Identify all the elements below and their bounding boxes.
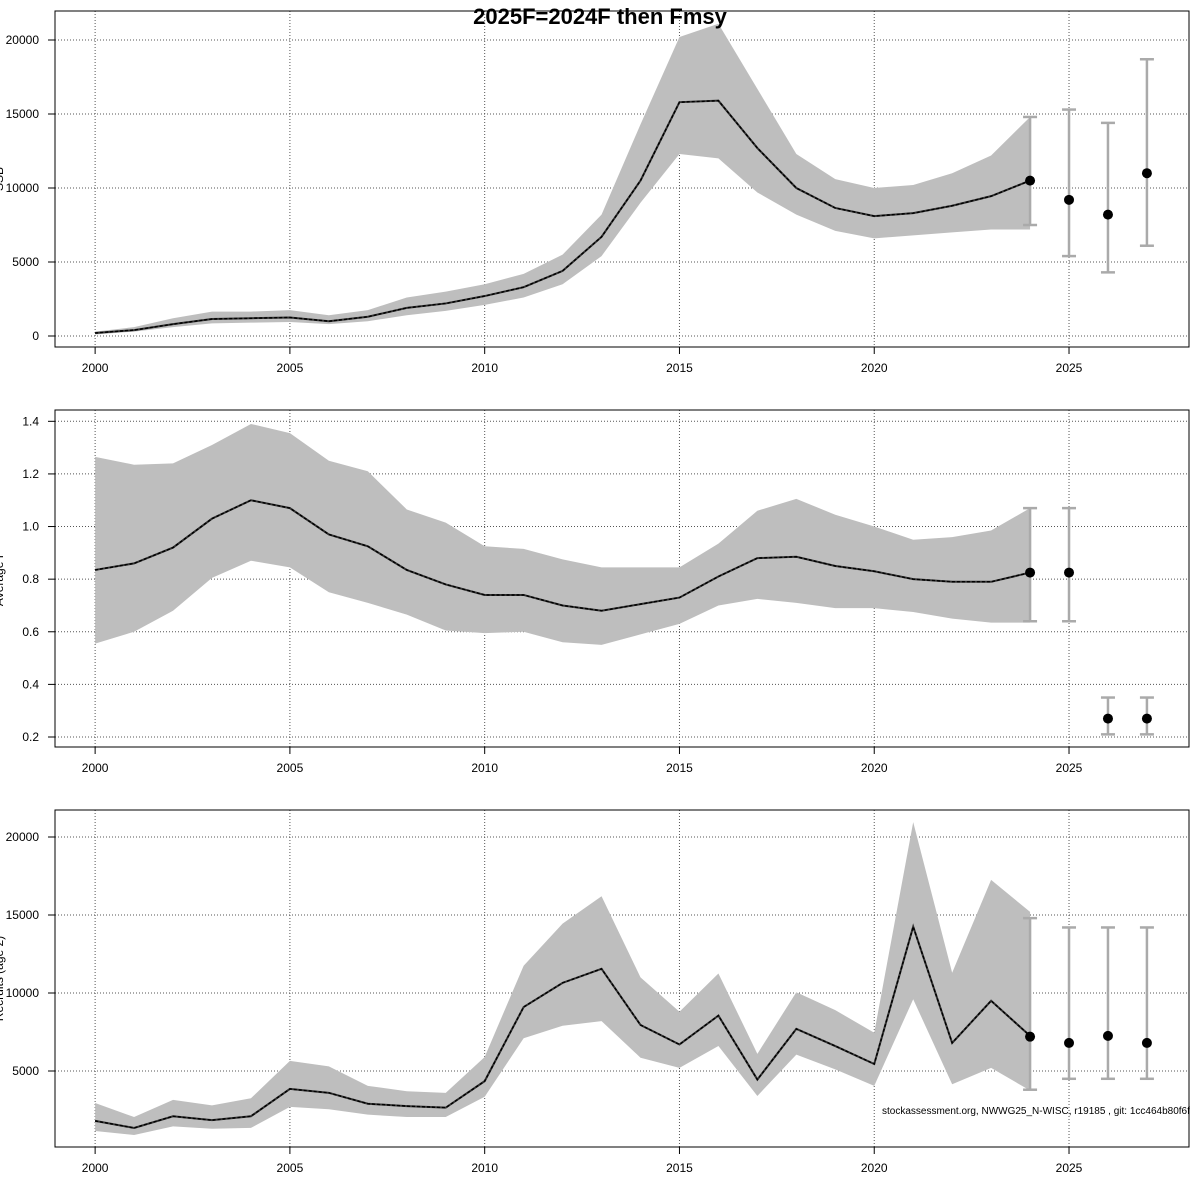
y-axis-label: Average F xyxy=(0,551,6,606)
chart-title: 2025F=2024F then Fmsy xyxy=(473,4,728,29)
x-tick-label: 2015 xyxy=(666,361,693,375)
confidence-band xyxy=(95,23,1031,335)
y-tick-label: 15000 xyxy=(6,908,40,922)
plot-frame xyxy=(54,409,1190,748)
y-tick-label: 5000 xyxy=(12,255,39,269)
y-tick-label: 1.0 xyxy=(22,520,39,534)
forecast-point xyxy=(1025,1031,1036,1042)
x-tick-label: 2025 xyxy=(1056,761,1083,775)
y-tick-label: 10000 xyxy=(6,181,40,195)
forecast-point xyxy=(1064,194,1075,205)
forecast-point xyxy=(1064,1037,1075,1048)
y-tick-label: 5000 xyxy=(12,1064,39,1078)
x-tick-label: 2010 xyxy=(471,361,498,375)
x-axis-label: Year xyxy=(665,398,689,412)
panel-recruitment: 2000 2005 2010 2015 2020 2025 5000 10000 15000 20… xyxy=(0,809,1190,1200)
y-tick-label: 0.2 xyxy=(22,730,39,744)
y-tick-label: 15000 xyxy=(6,107,40,121)
forecast-point xyxy=(1141,1037,1152,1048)
forecast-point xyxy=(1102,209,1113,220)
panel-ssb: 2000 2005 2010 2015 2020 2025 0 5000 10000 15000 2… xyxy=(0,10,1190,412)
y-tick-label: 0.4 xyxy=(22,677,39,691)
x-tick-label: 2005 xyxy=(277,361,304,375)
forecast-point xyxy=(1102,1030,1113,1041)
panel-fbar: 2000 2005 2010 2015 2020 2025 0.2 0.4 0.6 0.8 1.0 1… xyxy=(0,409,1190,812)
x-tick-label: 2020 xyxy=(861,761,888,775)
y-tick-label: 0 xyxy=(32,329,39,343)
y-tick-label: 0.6 xyxy=(22,625,39,639)
y-tick-label: 20000 xyxy=(6,33,40,47)
annotation-text: stockassessment.org, NWWG25_N-WISC, r191… xyxy=(882,1106,1190,1117)
x-tick-label: 2025 xyxy=(1056,1161,1083,1175)
x-tick-label: 2000 xyxy=(82,1161,109,1175)
confidence-band xyxy=(95,822,1031,1135)
y-axis-label: SSB xyxy=(0,167,6,191)
x-tick-label: 2010 xyxy=(471,761,498,775)
x-tick-label: 2015 xyxy=(666,761,693,775)
forecast-point xyxy=(1141,168,1152,179)
x-tick-label: 2000 xyxy=(82,361,109,375)
plot-frame xyxy=(54,10,1190,348)
x-tick-label: 2005 xyxy=(277,761,304,775)
forecast-point xyxy=(1064,567,1075,578)
x-tick-label: 2025 xyxy=(1056,361,1083,375)
x-tick-label: 2020 xyxy=(861,361,888,375)
x-tick-label: 2015 xyxy=(666,1161,693,1175)
x-tick-label: 2000 xyxy=(82,761,109,775)
y-tick-label: 1.2 xyxy=(22,467,39,481)
x-axis-label: Year xyxy=(665,1198,689,1200)
estimate-line-dashed xyxy=(94,499,1031,612)
forecast-point xyxy=(1141,713,1152,724)
confidence-band xyxy=(95,423,1031,645)
forecast-point xyxy=(1025,567,1036,578)
estimate-line-dashed xyxy=(95,99,1031,334)
y-tick-label: 1.4 xyxy=(22,414,39,428)
estimate-line-dashed xyxy=(94,924,1031,1129)
forecast-point xyxy=(1025,175,1036,186)
x-axis-label: Year xyxy=(665,798,689,812)
x-tick-label: 2005 xyxy=(277,1161,304,1175)
x-tick-label: 2010 xyxy=(471,1161,498,1175)
y-tick-label: 10000 xyxy=(6,986,40,1000)
x-tick-label: 2020 xyxy=(861,1161,888,1175)
y-axis-label: Recruits (age 2) xyxy=(0,936,6,1021)
y-tick-label: 20000 xyxy=(6,830,40,844)
forecast-point xyxy=(1102,713,1113,724)
y-tick-label: 0.8 xyxy=(22,572,39,586)
plot-frame xyxy=(54,809,1190,1148)
